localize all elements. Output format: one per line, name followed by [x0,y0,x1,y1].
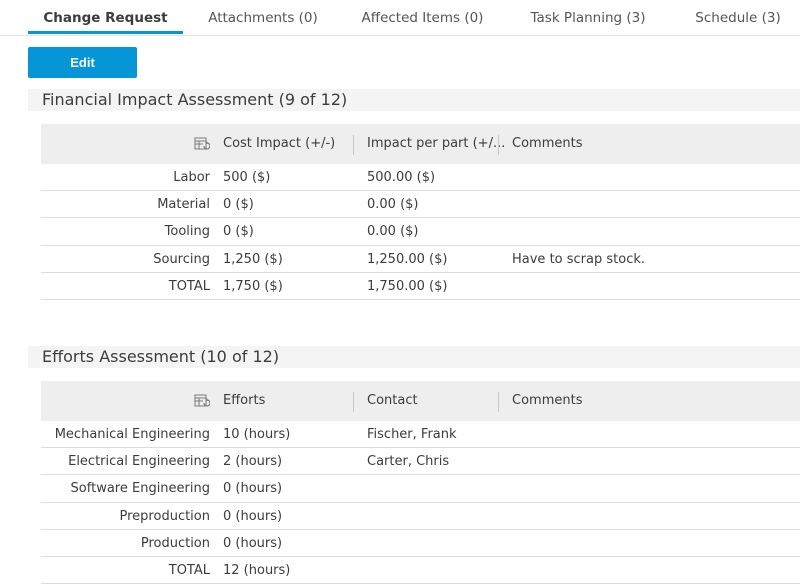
column-divider[interactable] [353,392,354,412]
efforts-grid-header: Efforts Contact Comments [41,381,800,421]
column-divider[interactable] [498,392,499,412]
impact-per-part-cell: 0.00 ($) [367,197,419,213]
table-row-total: TOTAL 12 (hours) [41,557,800,585]
table-row: Mechanical Engineering 10 (hours) Fische… [41,421,800,449]
table-row: Labor 500 ($) 500.00 ($) [41,164,800,192]
tab-schedule[interactable]: Schedule (3) [695,10,781,26]
financial-section-header[interactable]: Financial Impact Assessment (9 of 12) [28,89,800,111]
tab-task-planning[interactable]: Task Planning (3) [530,10,646,26]
row-label: Tooling [164,224,210,240]
row-label: Sourcing [153,251,210,267]
efforts-grid: Efforts Contact Comments Mechanical Engi… [41,381,800,585]
active-tab-indicator [28,31,183,34]
table-row: Preproduction 0 (hours) [41,503,800,530]
row-label: TOTAL [168,278,210,294]
impact-per-part-cell: 0.00 ($) [367,224,419,240]
row-label: Software Engineering [70,481,210,497]
efforts-cell: 0 (hours) [223,481,283,497]
row-label: Material [157,197,210,213]
row-label: Labor [173,170,210,185]
cost-impact-cell: 1,750 ($) [223,278,283,294]
tab-attachments[interactable]: Attachments (0) [208,10,318,26]
table-row: Tooling 0 ($) 0.00 ($) [41,218,800,246]
table-row: Sourcing 1,250 ($) 1,250.00 ($) Have to … [41,246,800,273]
table-row: Software Engineering 0 (hours) [41,475,800,503]
row-label: Mechanical Engineering [54,427,210,442]
impact-per-part-cell: 1,250.00 ($) [367,251,448,267]
column-header-efforts[interactable]: Efforts [223,393,266,408]
column-header-contact[interactable]: Contact [367,393,418,408]
efforts-cell: 10 (hours) [223,427,291,442]
impact-per-part-cell: 1,750.00 ($) [367,278,448,294]
comments-cell: Have to scrap stock. [512,251,645,267]
cost-impact-cell: 1,250 ($) [223,251,283,267]
impact-per-part-cell: 500.00 ($) [367,170,436,185]
cost-impact-cell: 500 ($) [223,170,271,185]
efforts-cell: 0 (hours) [223,535,283,551]
table-row: Production 0 (hours) [41,530,800,557]
column-divider[interactable] [353,135,354,155]
column-header-impact-per-part[interactable]: Impact per part (+/... [367,136,506,151]
efforts-section-header[interactable]: Efforts Assessment (10 of 12) [28,346,800,368]
row-label: Electrical Engineering [68,454,210,470]
row-label: Production [140,535,210,551]
row-label: TOTAL [168,562,210,578]
table-settings-icon[interactable] [194,393,210,409]
column-divider[interactable] [498,135,499,155]
table-settings-icon[interactable] [194,136,210,152]
financial-grid: Cost Impact (+/-) Impact per part (+/...… [41,124,800,300]
efforts-section-title: Efforts Assessment (10 of 12) [42,347,280,366]
column-header-comments[interactable]: Comments [512,136,583,151]
financial-grid-header: Cost Impact (+/-) Impact per part (+/...… [41,124,800,164]
tab-affected-items[interactable]: Affected Items (0) [361,10,484,26]
contact-cell: Carter, Chris [367,454,450,470]
column-header-comments[interactable]: Comments [512,393,583,408]
row-label: Preproduction [119,508,210,524]
column-header-cost-impact[interactable]: Cost Impact (+/-) [223,136,336,151]
table-row: Electrical Engineering 2 (hours) Carter,… [41,448,800,476]
efforts-cell: 2 (hours) [223,454,283,470]
tab-change-request[interactable]: Change Request [43,10,168,26]
table-row-total: TOTAL 1,750 ($) 1,750.00 ($) [41,273,800,300]
cost-impact-cell: 0 ($) [223,197,254,213]
efforts-cell: 0 (hours) [223,508,283,524]
contact-cell: Fischer, Frank [367,427,457,442]
efforts-cell: 12 (hours) [223,562,291,578]
cost-impact-cell: 0 ($) [223,224,254,240]
tab-bar: Change Request Attachments (0) Affected … [0,0,800,36]
edit-button[interactable]: Edit [28,47,137,78]
table-row: Material 0 ($) 0.00 ($) [41,191,800,219]
financial-section-title: Financial Impact Assessment (9 of 12) [42,90,348,109]
